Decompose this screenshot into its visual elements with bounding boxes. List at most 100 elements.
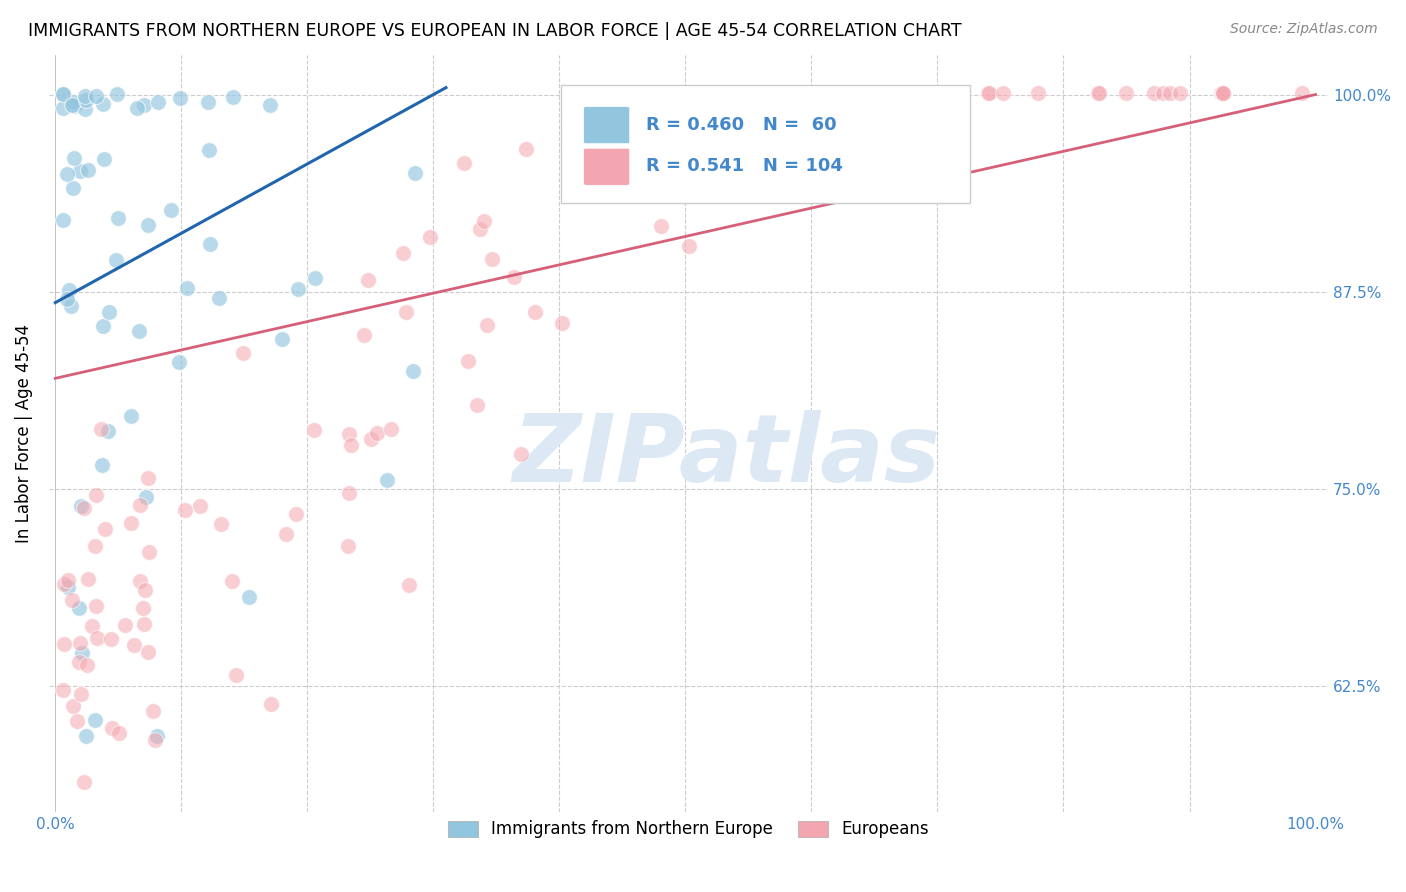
- Point: [91, 97, 114, 112]
- Point: [398, 578, 420, 592]
- Point: [465, 397, 488, 411]
- Point: [60, 592, 83, 607]
- Point: [551, 316, 574, 330]
- FancyBboxPatch shape: [583, 148, 630, 186]
- Point: [138, 471, 160, 485]
- Point: [63, 99, 86, 113]
- Point: [360, 433, 382, 447]
- Point: [918, 86, 941, 100]
- Point: [93, 153, 115, 167]
- Legend: Immigrants from Northern Europe, Europeans: Immigrants from Northern Europe, Europea…: [441, 814, 936, 845]
- Point: [124, 638, 146, 652]
- Point: [73, 775, 96, 789]
- Point: [977, 86, 1000, 100]
- Point: [138, 545, 160, 559]
- Point: [232, 346, 254, 360]
- Point: [366, 426, 388, 441]
- Point: [1291, 86, 1313, 100]
- Point: [84, 599, 107, 613]
- Point: [97, 305, 120, 319]
- Point: [52, 87, 75, 101]
- Point: [395, 304, 418, 318]
- Point: [457, 353, 479, 368]
- Point: [678, 238, 700, 252]
- Point: [93, 318, 115, 333]
- Point: [977, 86, 1000, 100]
- Point: [260, 697, 283, 711]
- Point: [136, 645, 159, 659]
- Point: [197, 95, 219, 109]
- Point: [145, 732, 167, 747]
- Point: [67, 655, 90, 669]
- Point: [62, 698, 84, 713]
- Point: [132, 98, 155, 112]
- Point: [60, 98, 83, 112]
- Point: [58, 580, 80, 594]
- Point: [159, 202, 181, 217]
- Point: [1212, 86, 1234, 100]
- Point: [209, 517, 232, 532]
- Point: [337, 485, 360, 500]
- Point: [419, 230, 441, 244]
- Point: [84, 88, 107, 103]
- Point: [238, 591, 260, 605]
- Point: [304, 423, 326, 437]
- Point: [270, 332, 292, 346]
- Point: [1152, 86, 1174, 100]
- Point: [475, 318, 498, 333]
- Point: [69, 163, 91, 178]
- Point: [830, 86, 852, 100]
- Point: [814, 86, 837, 100]
- Point: [167, 355, 190, 369]
- Point: [274, 527, 297, 541]
- Point: [94, 522, 117, 536]
- Point: [468, 222, 491, 236]
- Point: [720, 113, 742, 128]
- Point: [1087, 86, 1109, 100]
- Point: [287, 282, 309, 296]
- Point: [825, 88, 848, 103]
- Point: [75, 729, 97, 743]
- Point: [935, 86, 957, 100]
- Point: [132, 601, 155, 615]
- Point: [73, 103, 96, 117]
- Point: [142, 705, 165, 719]
- Point: [53, 637, 76, 651]
- Point: [136, 218, 159, 232]
- Point: [1087, 86, 1109, 100]
- Point: [304, 271, 326, 285]
- Point: [392, 245, 415, 260]
- Point: [222, 90, 245, 104]
- Point: [83, 714, 105, 728]
- Point: [696, 105, 718, 120]
- Point: [875, 181, 897, 195]
- Point: [86, 488, 108, 502]
- Point: [73, 88, 96, 103]
- Point: [56, 167, 79, 181]
- Point: [176, 281, 198, 295]
- Point: [515, 142, 537, 156]
- Point: [84, 540, 107, 554]
- Point: [950, 86, 973, 100]
- Text: Source: ZipAtlas.com: Source: ZipAtlas.com: [1230, 22, 1378, 37]
- Point: [56, 292, 79, 306]
- Point: [453, 156, 475, 170]
- Point: [510, 447, 533, 461]
- Point: [146, 95, 169, 110]
- Point: [105, 87, 128, 101]
- Point: [90, 458, 112, 472]
- Point: [198, 144, 221, 158]
- Point: [104, 253, 127, 268]
- Point: [108, 726, 131, 740]
- Point: [60, 299, 83, 313]
- Point: [337, 426, 360, 441]
- Point: [70, 500, 93, 514]
- Point: [380, 422, 402, 436]
- Point: [794, 86, 817, 100]
- Point: [711, 147, 734, 161]
- Point: [524, 305, 547, 319]
- Point: [353, 327, 375, 342]
- Point: [1170, 86, 1192, 100]
- Point: [101, 721, 124, 735]
- Text: ZIPatlas: ZIPatlas: [513, 410, 941, 502]
